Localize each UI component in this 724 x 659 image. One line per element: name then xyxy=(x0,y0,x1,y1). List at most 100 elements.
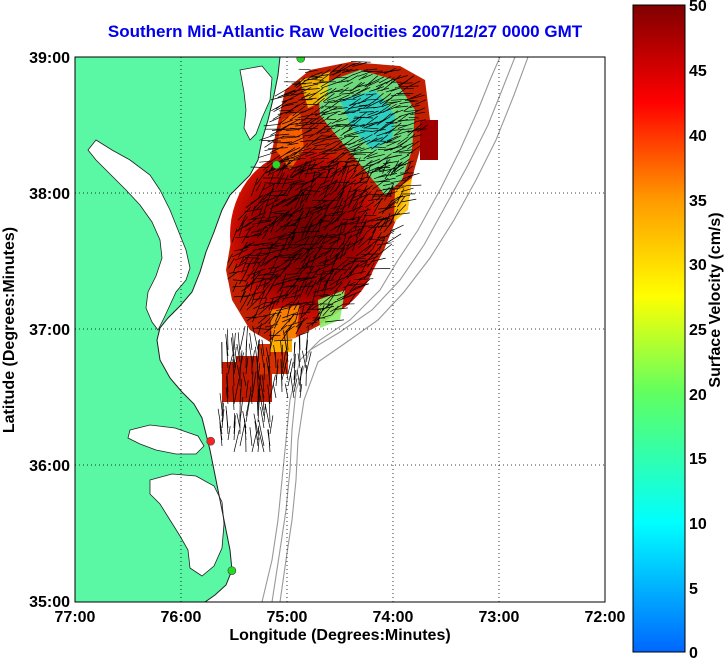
velocity-arrow xyxy=(241,248,257,264)
velocity-arrow xyxy=(274,306,283,322)
velocity-arrow xyxy=(336,190,345,201)
velocity-arrow xyxy=(289,113,300,121)
velocity-arrow xyxy=(360,212,368,225)
velocity-arrow xyxy=(373,105,384,109)
velocity-arrow xyxy=(304,182,316,198)
velocity-arrow xyxy=(353,190,368,199)
x-tick: 73:00 xyxy=(479,609,520,626)
velocity-arrow xyxy=(366,80,380,88)
velocity-arrow xyxy=(236,413,241,429)
velocity-arrow xyxy=(299,301,312,309)
velocity-arrow xyxy=(357,273,372,281)
velocity-arrow xyxy=(323,99,335,104)
velocity-arrow xyxy=(315,106,331,117)
velocity-arrow xyxy=(250,268,263,280)
velocity-arrow xyxy=(346,263,360,280)
velocity-arrow xyxy=(327,129,341,139)
velocity-arrow xyxy=(299,305,305,321)
x-tick: 74:00 xyxy=(373,609,414,626)
velocity-arrow xyxy=(292,82,313,85)
velocity-arrow xyxy=(272,113,283,120)
velocity-arrow xyxy=(297,113,318,119)
velocity-arrow xyxy=(251,371,254,393)
velocity-arrow xyxy=(346,186,352,198)
velocity-arrow xyxy=(321,276,331,292)
velocity-arrow xyxy=(281,98,294,103)
velocity-arrow xyxy=(406,184,422,187)
velocity-arrow xyxy=(299,367,302,393)
velocity-arrow xyxy=(300,225,314,229)
velocity-arrow xyxy=(275,289,284,306)
velocity-arrow xyxy=(293,370,296,387)
velocity-arrow xyxy=(293,353,296,381)
velocity-arrow xyxy=(397,136,409,145)
velocity-arrow xyxy=(385,88,397,93)
velocity-arrow xyxy=(365,93,377,96)
velocity-arrow xyxy=(347,190,357,209)
velocity-arrow xyxy=(409,104,420,108)
velocity-arrow xyxy=(319,258,330,264)
velocity-arrow xyxy=(305,280,312,294)
velocity-arrow xyxy=(236,365,241,381)
velocity-arrow xyxy=(252,302,266,310)
velocity-arrow xyxy=(390,98,409,101)
velocity-arrow xyxy=(233,430,240,453)
velocity-arrow xyxy=(285,278,300,294)
velocity-arrow xyxy=(342,235,347,246)
velocity-arrow xyxy=(337,161,348,177)
velocity-arrow xyxy=(280,315,294,330)
x-axis-ticks: 77:00 76:00 75:00 74:00 73:00 72:00 xyxy=(55,609,626,626)
velocity-arrow xyxy=(330,254,338,273)
velocity-arrow xyxy=(232,359,235,387)
radar-station-marker xyxy=(206,436,215,446)
velocity-arrow xyxy=(377,235,389,238)
velocity-arrow xyxy=(351,236,359,252)
velocity-arrow xyxy=(260,406,265,429)
velocity-arrow xyxy=(370,268,391,270)
velocity-arrow xyxy=(217,408,223,435)
velocity-arrow xyxy=(280,273,287,292)
velocity-arrow xyxy=(238,241,248,258)
velocity-arrow xyxy=(270,146,284,153)
velocity-arrow xyxy=(296,153,306,159)
velocity-arrow xyxy=(346,75,359,83)
velocity-arrow xyxy=(330,294,342,297)
velocity-arrow xyxy=(258,281,270,288)
radar-station-marker xyxy=(272,160,281,169)
velocity-arrow xyxy=(386,139,401,147)
velocity-arrow xyxy=(346,228,363,234)
velocity-arrow xyxy=(308,78,324,81)
velocity-arrow xyxy=(232,263,238,274)
velocity-arrow xyxy=(286,197,300,207)
velocity-arrow xyxy=(312,157,329,160)
velocity-arrow xyxy=(324,88,337,97)
velocity-arrow xyxy=(372,92,384,103)
velocity-arrow xyxy=(268,277,278,293)
velocity-arrow xyxy=(305,351,312,375)
velocity-arrow xyxy=(228,258,235,269)
velocity-arrow xyxy=(330,107,348,111)
velocity-arrow xyxy=(407,99,419,102)
velocity-arrow xyxy=(352,202,359,213)
velocity-arrow xyxy=(233,357,238,375)
velocity-arrow xyxy=(407,172,420,177)
velocity-arrow xyxy=(286,304,291,318)
velocity-arrow xyxy=(367,169,385,174)
velocity-arrow xyxy=(239,290,247,303)
velocity-arrow xyxy=(257,340,259,357)
velocity-arrow xyxy=(343,191,356,203)
velocity-arrow xyxy=(306,318,320,328)
velocity-arrow xyxy=(373,197,384,208)
velocity-arrow xyxy=(285,129,299,131)
velocity-arrow xyxy=(285,147,301,155)
velocity-arrow xyxy=(366,164,371,178)
velocity-arrow xyxy=(346,146,362,152)
velocity-arrow xyxy=(385,128,395,135)
velocity-arrow xyxy=(406,145,421,156)
velocity-arrow xyxy=(354,278,374,281)
velocity-arrow xyxy=(353,253,370,261)
velocity-arrow xyxy=(348,264,359,275)
velocity-arrow xyxy=(386,161,403,173)
velocity-arrow xyxy=(293,210,304,227)
velocity-arrow xyxy=(379,219,387,231)
